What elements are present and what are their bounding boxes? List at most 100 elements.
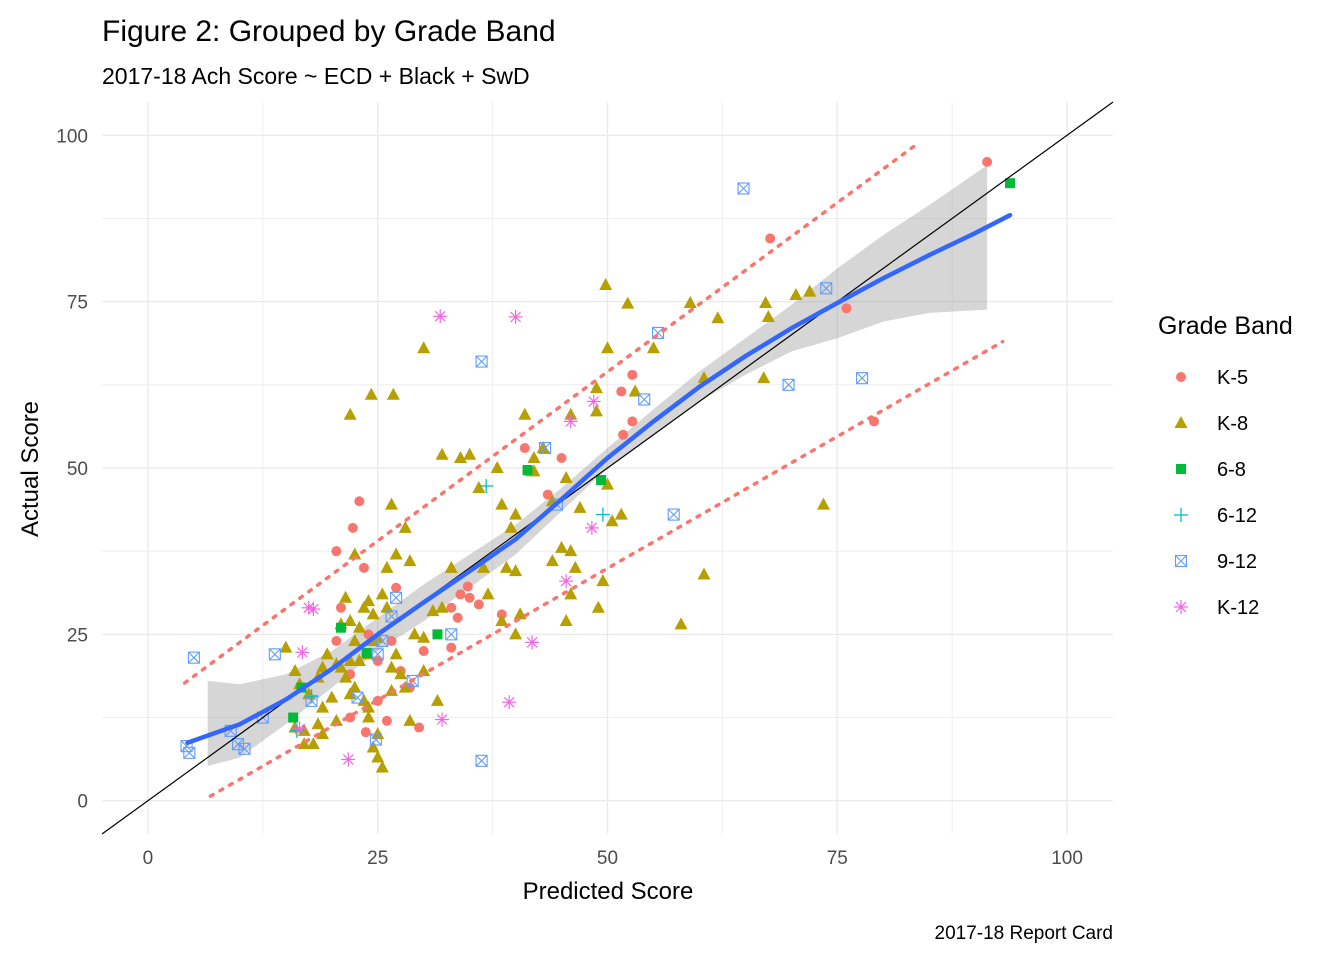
x-axis-title: Predicted Score xyxy=(523,878,694,905)
y-tick-label: 100 xyxy=(56,126,88,147)
data-point-k-8 xyxy=(311,717,325,730)
data-point-9-12 xyxy=(445,628,458,641)
data-point-k-8 xyxy=(711,311,725,324)
data-point-k-8 xyxy=(385,660,399,673)
data-point-k-8 xyxy=(385,683,399,696)
data-point-k-8 xyxy=(362,710,376,723)
data-point-9-12 xyxy=(351,691,364,704)
identity-line xyxy=(101,101,1114,835)
data-point-k-8 xyxy=(621,296,635,309)
x-tick-label: 75 xyxy=(827,848,848,869)
data-point-k-5 xyxy=(331,546,342,557)
data-point-6-12 xyxy=(595,507,610,522)
data-point-k-8 xyxy=(417,663,431,676)
data-point-9-12 xyxy=(305,694,318,707)
data-point-k-8 xyxy=(757,371,771,384)
data-point-k-8 xyxy=(407,627,421,640)
x-tick-label: 0 xyxy=(143,848,154,869)
data-point-9-12 xyxy=(187,651,200,664)
legend: K-5 K-8 6-8 6-12 9-12 K-12 xyxy=(1174,367,1259,619)
data-point-k-8 xyxy=(398,520,412,533)
data-point-k-12 xyxy=(559,574,574,589)
data-point-k-8 xyxy=(559,470,573,483)
data-point-k-5 xyxy=(372,655,383,666)
data-point-k-8 xyxy=(329,713,343,726)
data-point-9-12 xyxy=(856,372,869,385)
data-point-k-8 xyxy=(476,560,490,573)
data-point-k-8 xyxy=(343,687,357,700)
data-point-k-8 xyxy=(380,560,394,573)
data-point-k-8 xyxy=(463,447,477,460)
plot-panel: 0 25 50 75 100 0 25 50 75 100 xyxy=(56,101,1114,869)
chart-subtitle: 2017-18 Ach Score ~ ECD + Black + SwD xyxy=(102,63,530,89)
data-point-k-8 xyxy=(435,600,449,613)
data-point-k-8 xyxy=(362,700,376,713)
data-point-9-12 xyxy=(782,378,795,391)
data-point-k-8 xyxy=(545,554,559,567)
legend-label: 9-12 xyxy=(1217,551,1257,573)
data-point-k-8 xyxy=(343,407,357,420)
data-point-k-8 xyxy=(589,381,603,394)
data-point-k-8 xyxy=(495,614,509,627)
legend-label: 6-8 xyxy=(1217,459,1246,481)
data-point-k-8 xyxy=(348,547,362,560)
data-point-k-8 xyxy=(343,653,357,666)
data-point-9-12 xyxy=(268,648,281,661)
data-point-k-8 xyxy=(614,507,628,520)
data-point-9-12 xyxy=(667,508,680,521)
data-point-9-12 xyxy=(820,282,833,295)
data-point-k-5 xyxy=(616,386,627,397)
data-point-k-12 xyxy=(586,394,601,409)
data-point-k-8 xyxy=(674,617,688,630)
data-point-k-8 xyxy=(357,600,371,613)
data-point-k-5 xyxy=(446,642,457,653)
data-point-k-5 xyxy=(473,599,484,610)
data-point-6-8 xyxy=(522,464,533,475)
data-point-6-8 xyxy=(288,712,299,723)
data-point-k-8 xyxy=(386,387,400,400)
data-point-k-8 xyxy=(509,507,523,520)
x-tick-label: 50 xyxy=(597,848,618,869)
data-point-6-8 xyxy=(361,647,372,658)
data-point-9-12 xyxy=(371,648,384,661)
data-point-k-8 xyxy=(297,723,311,736)
data-point-k-8 xyxy=(573,500,587,513)
chart-caption: 2017-18 Report Card xyxy=(935,923,1114,944)
data-point-k-8 xyxy=(591,600,605,613)
data-point-9-12 xyxy=(638,393,651,406)
data-point-k-8 xyxy=(279,640,293,653)
data-point-k-8 xyxy=(306,737,320,750)
data-point-k-8 xyxy=(348,680,362,693)
data-point-6-8 xyxy=(1005,178,1016,189)
data-point-k-8 xyxy=(403,713,417,726)
data-point-k-8 xyxy=(697,567,711,580)
data-point-k-12 xyxy=(502,695,517,710)
data-point-k-5 xyxy=(414,722,425,733)
data-point-6-8 xyxy=(596,474,607,485)
data-point-k-8 xyxy=(320,647,334,660)
data-point-k-8 xyxy=(504,520,518,533)
data-point-k-8 xyxy=(509,627,523,640)
y-axis-title: Actual Score xyxy=(17,401,44,537)
data-point-k-5 xyxy=(391,582,402,593)
data-point-k-8 xyxy=(375,760,389,773)
data-point-k-8 xyxy=(389,547,403,560)
data-point-k-8 xyxy=(499,560,513,573)
legend-key-6-8 xyxy=(1176,464,1186,474)
data-point-k-8 xyxy=(761,309,775,322)
data-point-9-12 xyxy=(376,634,389,648)
data-point-k-8 xyxy=(316,700,330,713)
smooth-line xyxy=(185,212,1013,746)
data-point-k-8 xyxy=(527,451,541,464)
data-point-9-12 xyxy=(238,742,251,755)
data-point-k-8 xyxy=(803,284,817,297)
data-point-k-8 xyxy=(759,295,773,308)
data-point-k-8 xyxy=(435,447,449,460)
legend-label: K-12 xyxy=(1217,597,1259,619)
data-point-k-5 xyxy=(464,592,475,603)
legend-key-k-5 xyxy=(1176,372,1186,382)
data-point-k-5 xyxy=(455,589,466,600)
data-point-k-8 xyxy=(288,663,302,676)
data-point-k-5 xyxy=(519,443,530,454)
